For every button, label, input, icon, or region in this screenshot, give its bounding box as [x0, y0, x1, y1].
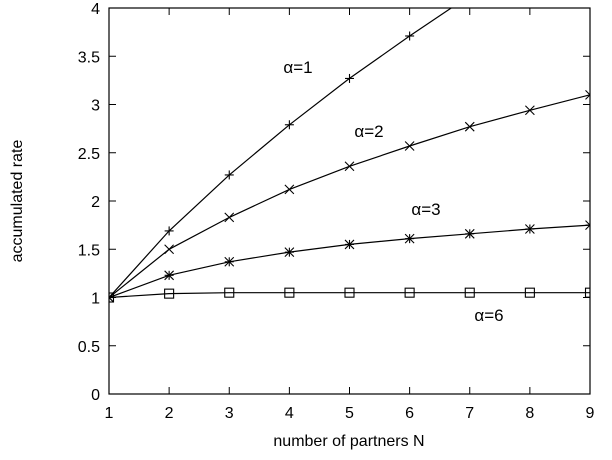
series-alpha-1 [109, 89, 590, 303]
y-tick-label-8: 4 [91, 1, 100, 18]
y-tick-label-6: 3 [91, 98, 100, 115]
curve-labels: α=1 α=2 α=3 α=6 [283, 58, 503, 325]
series-line-3 [109, 292, 590, 299]
data-point [224, 256, 235, 267]
data-point [344, 239, 355, 250]
y-tick-label-2: 1 [91, 291, 100, 308]
data-point [224, 287, 235, 298]
data-point [464, 287, 475, 298]
data-point [284, 247, 295, 258]
data-point [585, 89, 590, 100]
data-point [464, 121, 475, 132]
series-line-1 [109, 94, 590, 298]
series-alpha-3 [109, 287, 590, 303]
data-point [284, 184, 295, 195]
y-tick-label-0: 0 [91, 387, 100, 404]
data-point [585, 220, 590, 231]
data-point [404, 233, 415, 244]
data-point [524, 224, 535, 234]
data-point [524, 287, 535, 298]
x-tick-label-1: 2 [165, 405, 174, 422]
data-point [284, 120, 294, 130]
axis-ticks [108, 7, 591, 395]
series-label-3: α=6 [474, 306, 503, 325]
x-tick-label-8: 9 [586, 405, 595, 422]
series-label-0: α=1 [283, 58, 312, 77]
data-point [164, 244, 175, 255]
y-axis-label: accumulated rate [9, 140, 26, 263]
data-point [464, 228, 475, 239]
series-label-2: α=3 [411, 200, 440, 219]
series-label-1: α=2 [354, 122, 383, 141]
data-point [109, 292, 115, 303]
series-alpha-2 [109, 220, 590, 303]
y-tick-label-1: 0.5 [78, 339, 100, 356]
data-point [404, 141, 415, 151]
data-point [524, 105, 535, 116]
x-tick-label-0: 1 [105, 405, 114, 422]
y-tick-label-3: 1.5 [78, 242, 100, 259]
y-tick-label-4: 2 [91, 194, 100, 211]
data-point [345, 73, 354, 83]
x-tick-label-4: 5 [345, 405, 354, 422]
data-point [284, 287, 295, 298]
x-tick-label-2: 3 [225, 405, 234, 422]
data-point [164, 226, 174, 236]
data-point [584, 287, 590, 298]
data-point [344, 287, 355, 298]
x-tick-label-6: 7 [465, 405, 474, 422]
series-line-2 [109, 224, 590, 299]
data-point [404, 287, 415, 298]
data-point [405, 31, 415, 41]
data-point [164, 288, 175, 299]
x-tick-label-5: 6 [405, 405, 414, 422]
y-tick-label-5: 2.5 [78, 146, 100, 163]
series-group [109, 8, 590, 303]
x-axis-label: number of partners N [273, 433, 424, 450]
y-tick-label-7: 3.5 [78, 49, 100, 66]
tick-labels: 1 2 3 4 5 6 7 8 9 0 0.5 1 1.5 2 2.5 3 3.5 4 [78, 1, 595, 422]
plot-frame [108, 7, 591, 395]
x-tick-label-7: 8 [525, 405, 534, 422]
series-alpha-0 [109, 8, 453, 302]
x-tick-label-3: 4 [285, 405, 294, 422]
data-point [224, 170, 234, 180]
data-point [344, 161, 355, 172]
data-point [224, 212, 235, 223]
data-point [164, 270, 175, 281]
